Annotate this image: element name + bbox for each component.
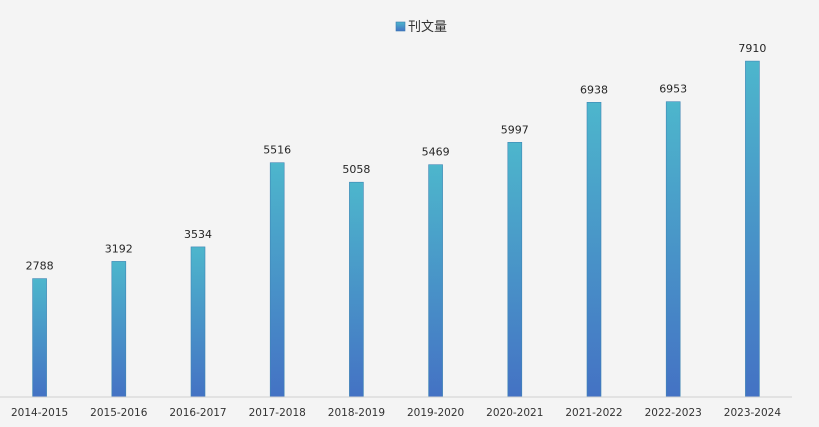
bar-2016-2017 — [190, 246, 206, 398]
bar-2020-2021 — [507, 142, 523, 398]
bar-2014-2015 — [32, 278, 47, 398]
x-tick-label-2022-2023: 2022-2023 — [645, 407, 702, 419]
legend-label: 刊文量 — [408, 20, 447, 35]
plot-area: 2788 2014-2015 3192 2015-2016 3534 2016-2017 5… — [11, 42, 781, 419]
x-tick-label-2023-2024: 2023-2024 — [724, 407, 782, 419]
x-tick-label-2017-2018: 2017-2018 — [249, 407, 306, 419]
bar-2022-2023 — [665, 101, 681, 398]
data-label-2023-2024: 7910 — [738, 42, 766, 55]
data-label-2022-2023: 6953 — [659, 83, 687, 96]
x-tick-label-2018-2019: 2018-2019 — [328, 407, 385, 419]
data-label-2014-2015: 2788 — [26, 260, 54, 273]
bar-2018-2019 — [349, 181, 364, 398]
bar-2017-2018 — [269, 162, 285, 398]
x-tick-label-2020-2021: 2020-2021 — [486, 407, 543, 419]
data-label-2017-2018: 5516 — [263, 144, 291, 157]
bar-2019-2020 — [428, 164, 443, 398]
x-tick-label-2014-2015: 2014-2015 — [11, 407, 68, 419]
bar-2023-2024 — [745, 60, 760, 398]
x-tick-label-2019-2020: 2019-2020 — [407, 407, 464, 419]
x-tick-label-2015-2016: 2015-2016 — [90, 407, 148, 419]
legend-swatch — [395, 21, 406, 32]
data-label-2020-2021: 5997 — [501, 123, 529, 136]
bar-2015-2016 — [111, 261, 127, 398]
data-label-2021-2022: 6938 — [580, 83, 608, 96]
legend: 刊文量 — [395, 20, 447, 35]
x-tick-label-2016-2017: 2016-2017 — [169, 407, 226, 419]
data-label-2018-2019: 5058 — [342, 163, 370, 176]
data-label-2019-2020: 5469 — [422, 146, 450, 159]
data-label-2016-2017: 3534 — [184, 228, 212, 241]
data-label-2015-2016: 3192 — [105, 242, 133, 255]
bar-2021-2022 — [586, 102, 602, 398]
x-tick-label-2021-2022: 2021-2022 — [565, 407, 622, 419]
